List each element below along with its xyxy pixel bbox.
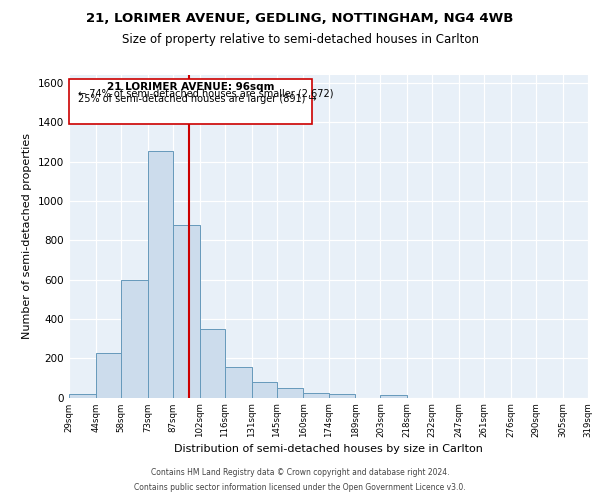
Text: 25% of semi-detached houses are larger (891) →: 25% of semi-detached houses are larger (… bbox=[78, 94, 317, 104]
Bar bbox=[277, 388, 304, 398]
Bar bbox=[96, 354, 121, 398]
Text: ← 74% of semi-detached houses are smaller (2,672): ← 74% of semi-detached houses are smalle… bbox=[78, 89, 334, 99]
Bar bbox=[251, 382, 277, 398]
Text: 21 LORIMER AVENUE: 96sqm: 21 LORIMER AVENUE: 96sqm bbox=[107, 82, 274, 92]
Bar bbox=[148, 150, 173, 398]
Text: Contains public sector information licensed under the Open Government Licence v3: Contains public sector information licen… bbox=[134, 483, 466, 492]
Y-axis label: Number of semi-detached properties: Number of semi-detached properties bbox=[22, 133, 32, 339]
Bar bbox=[304, 392, 329, 398]
Bar bbox=[329, 394, 355, 398]
Text: 21, LORIMER AVENUE, GEDLING, NOTTINGHAM, NG4 4WB: 21, LORIMER AVENUE, GEDLING, NOTTINGHAM,… bbox=[86, 12, 514, 26]
Text: Size of property relative to semi-detached houses in Carlton: Size of property relative to semi-detach… bbox=[121, 32, 479, 46]
Bar bbox=[200, 328, 224, 398]
Bar bbox=[173, 226, 200, 398]
Text: Contains HM Land Registry data © Crown copyright and database right 2024.: Contains HM Land Registry data © Crown c… bbox=[151, 468, 449, 477]
Bar bbox=[69, 394, 96, 398]
Bar bbox=[121, 280, 148, 398]
X-axis label: Distribution of semi-detached houses by size in Carlton: Distribution of semi-detached houses by … bbox=[174, 444, 483, 454]
Bar bbox=[224, 367, 251, 398]
Bar bbox=[69, 79, 313, 124]
Bar bbox=[380, 394, 407, 398]
